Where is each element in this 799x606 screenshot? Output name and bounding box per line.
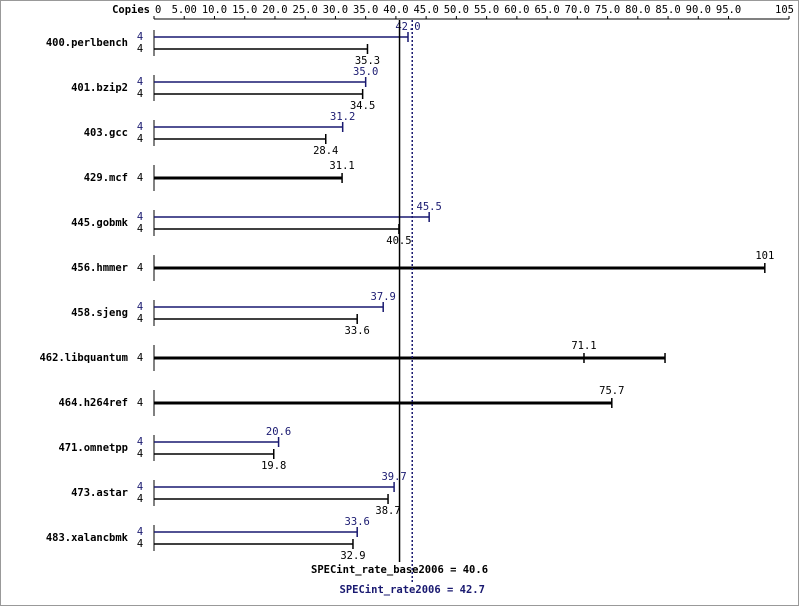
x-tick-label: 5.00	[172, 4, 197, 16]
copies-label: 4	[137, 352, 143, 364]
value-label: 31.1	[329, 160, 354, 172]
value-label: 34.5	[350, 100, 375, 112]
copies-header: Copies	[112, 4, 150, 16]
copies-label: 4	[137, 31, 143, 43]
category-label: 462.libquantum	[39, 352, 128, 364]
value-label: 71.1	[571, 340, 596, 352]
copies-label: 4	[137, 448, 143, 460]
copies-label: 4	[137, 43, 143, 55]
copies-label: 4	[137, 211, 143, 223]
category-label: 401.bzip2	[71, 82, 128, 94]
value-label: 37.9	[371, 291, 396, 303]
reference-label: SPECint_rate2006 = 42.7	[340, 584, 485, 596]
category-label: 458.sjeng	[71, 307, 128, 319]
copies-label: 4	[137, 262, 143, 274]
category-label: 403.gcc	[84, 127, 128, 139]
x-tick-label: 95.0	[716, 4, 741, 16]
copies-label: 4	[137, 436, 143, 448]
x-tick-label: 65.0	[534, 4, 559, 16]
value-label: 42.0	[395, 21, 420, 33]
copies-label: 4	[137, 76, 143, 88]
x-tick-label: 50.0	[444, 4, 469, 16]
value-label: 35.3	[355, 55, 380, 67]
x-tick-label: 15.0	[232, 4, 257, 16]
copies-label: 4	[137, 88, 143, 100]
category-label: 400.perlbench	[46, 37, 128, 49]
x-tick-label: 0	[155, 4, 161, 16]
x-tick-label: 60.0	[504, 4, 529, 16]
value-label: 45.5	[417, 201, 442, 213]
x-tick-label: 45.0	[413, 4, 438, 16]
value-label: 33.6	[345, 325, 370, 337]
x-tick-label: 20.0	[262, 4, 287, 16]
value-label: 19.8	[261, 460, 286, 472]
copies-label: 4	[137, 133, 143, 145]
copies-label: 4	[137, 493, 143, 505]
x-tick-label: 80.0	[625, 4, 650, 16]
copies-label: 4	[137, 538, 143, 550]
x-tick-label: 10.0	[202, 4, 227, 16]
copies-label: 4	[137, 526, 143, 538]
category-label: 456.hmmer	[71, 262, 128, 274]
x-tick-label: 30.0	[323, 4, 348, 16]
copies-label: 4	[137, 223, 143, 235]
value-label: 75.7	[599, 385, 624, 397]
value-label: 101	[755, 250, 774, 262]
category-label: 429.mcf	[84, 172, 128, 184]
value-label: 33.6	[345, 516, 370, 528]
x-tick-label: 35.0	[353, 4, 378, 16]
value-label: 35.0	[353, 66, 378, 78]
category-label: 445.gobmk	[71, 217, 129, 229]
category-label: 483.xalancbmk	[46, 532, 129, 544]
x-tick-label: 90.0	[686, 4, 711, 16]
copies-label: 4	[137, 481, 143, 493]
x-tick-label: 25.0	[293, 4, 318, 16]
category-label: 464.h264ref	[58, 397, 128, 409]
copies-label: 4	[137, 313, 143, 325]
copies-label: 4	[137, 301, 143, 313]
value-label: 32.9	[340, 550, 365, 562]
x-tick-label: 105	[775, 4, 794, 16]
copies-label: 4	[137, 172, 143, 184]
x-tick-label: 40.0	[383, 4, 408, 16]
category-label: 473.astar	[71, 487, 128, 499]
value-label: 28.4	[313, 145, 338, 157]
x-tick-label: 70.0	[565, 4, 590, 16]
x-tick-label: 55.0	[474, 4, 499, 16]
category-label: 471.omnetpp	[58, 442, 128, 454]
copies-label: 4	[137, 121, 143, 133]
value-label: 38.7	[375, 505, 400, 517]
reference-label: SPECint_rate_base2006 = 40.6	[311, 564, 488, 576]
x-tick-label: 85.0	[655, 4, 680, 16]
value-label: 39.7	[381, 471, 406, 483]
value-label: 31.2	[330, 111, 355, 123]
value-label: 20.6	[266, 426, 291, 438]
copies-label: 4	[137, 397, 143, 409]
x-tick-label: 75.0	[595, 4, 620, 16]
